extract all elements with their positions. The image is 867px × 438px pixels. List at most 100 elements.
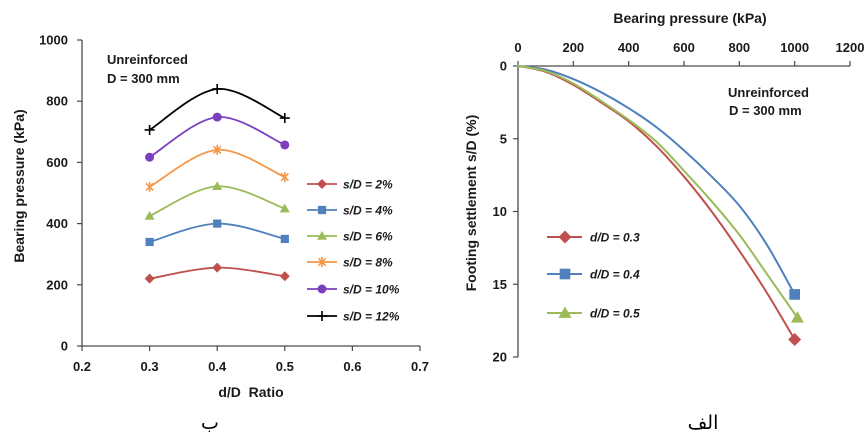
- left-point-s-d-8pct-1: [145, 181, 154, 192]
- left-x-axis-label: d/D Ratio: [218, 384, 283, 400]
- right-point-d-d-0-4-11: [789, 289, 800, 300]
- left-legend-label-s-d-8pct: s/D = 8%: [343, 256, 393, 270]
- left-point-s-d-6pct-2: [212, 181, 223, 191]
- right-series-d-d-0-5: [517, 65, 804, 323]
- right-annotation-diameter: D = 300 mm: [729, 103, 802, 118]
- right-legend-label-d-d-0-4: d/D = 0.4: [590, 268, 640, 282]
- right-series-line-d-d-0-4: [517, 65, 796, 296]
- right-series-line-d-d-0-5: [517, 65, 799, 319]
- left-point-s-d-4pct-3: [280, 234, 289, 243]
- left-legend-item-s-d-6pct: s/D = 6%: [307, 230, 393, 244]
- right-legend-marker-d-d-0-3: [558, 230, 572, 244]
- right-point-d-d-0-3-11: [788, 333, 802, 347]
- left-legend-item-s-d-2pct: s/D = 2%: [307, 178, 393, 192]
- left-x-tick-label-0-6: 0.6: [343, 359, 361, 374]
- left-x-tick-label-0-5: 0.5: [276, 359, 294, 374]
- left-legend-item-s-d-4pct: s/D = 4%: [307, 204, 393, 218]
- left-series-s-d-8pct: [145, 144, 289, 192]
- left-y-tick-label-200: 200: [46, 277, 68, 292]
- left-legend-item-s-d-8pct: s/D = 8%: [307, 256, 393, 270]
- left-chart-panel: Bearing pressure (kPa) d/D Ratio Unreinf…: [11, 33, 429, 435]
- right-y-tick-label-10: 10: [493, 204, 507, 219]
- left-legend-label-s-d-2pct: s/D = 2%: [343, 178, 393, 192]
- left-legend-marker-s-d-8pct: [317, 257, 327, 267]
- left-y-tick-label-1000: 1000: [39, 33, 68, 48]
- left-panel-label: ب: [201, 412, 219, 434]
- right-x-axis-label: Bearing pressure (kPa): [613, 10, 766, 26]
- left-legend-label-s-d-12pct: s/D = 12%: [343, 310, 400, 324]
- right-x-tick-label-0: 0: [514, 40, 521, 55]
- left-y-tick-label-400: 400: [46, 216, 68, 231]
- right-legend-item-d-d-0-3: d/D = 0.3: [547, 230, 640, 245]
- right-annotation-condition: Unreinforced: [728, 85, 809, 100]
- left-point-s-d-10pct-3: [280, 140, 290, 150]
- left-series-s-d-6pct: [144, 181, 290, 220]
- right-plot-area: [517, 65, 804, 347]
- right-x-tick-label-800: 800: [728, 40, 750, 55]
- right-series-d-d-0-3: [517, 65, 802, 347]
- right-chart-panel: Bearing pressure (kPa) Footing settlemen…: [463, 10, 864, 434]
- left-series-s-d-12pct: [144, 83, 290, 135]
- right-x-tick-label-1200: 1200: [836, 40, 865, 55]
- left-axes: 0.2 0.3 0.4 0.5 0.6 0.7 0 200 400 600 800 1000: [39, 33, 429, 375]
- right-x-tick-label-1000: 1000: [780, 40, 809, 55]
- left-point-s-d-6pct-1: [144, 210, 155, 220]
- left-legend-item-s-d-12pct: s/D = 12%: [307, 310, 400, 324]
- right-x-tick-label-400: 400: [618, 40, 640, 55]
- left-point-s-d-10pct-2: [212, 112, 222, 122]
- left-y-axis-label: Bearing pressure (kPa): [11, 109, 27, 262]
- left-point-s-d-4pct-1: [145, 237, 154, 247]
- right-y-tick-label-20: 20: [493, 350, 507, 365]
- left-annotation-diameter: D = 300 mm: [107, 71, 180, 86]
- left-y-tick-label-600: 600: [46, 155, 68, 170]
- left-point-s-d-8pct-2: [213, 144, 222, 155]
- right-point-d-d-0-5-11: [790, 311, 804, 323]
- right-series-line-d-d-0-3: [517, 65, 796, 341]
- left-y-tick-label-800: 800: [46, 94, 68, 109]
- left-legend: s/D = 2% s/D = 4% s/D = 6% s/D = 8% s/D = 10…: [307, 178, 400, 324]
- right-x-tick-label-200: 200: [562, 40, 584, 55]
- left-point-s-d-6pct-3: [279, 203, 290, 213]
- right-axes: 0 200 400 600 800 1000 1200 0 5 10 15 20: [493, 40, 865, 365]
- left-point-s-d-12pct-3: [279, 113, 290, 124]
- right-legend-marker-d-d-0-4: [559, 268, 571, 280]
- left-legend-label-s-d-10pct: s/D = 10%: [343, 283, 400, 297]
- left-legend-marker-s-d-2pct: [317, 179, 327, 189]
- left-legend-item-s-d-10pct: s/D = 10%: [307, 283, 400, 297]
- left-plot-area: [144, 83, 290, 284]
- left-point-s-d-12pct-2: [212, 83, 223, 94]
- left-legend-marker-s-d-10pct: [317, 284, 327, 294]
- left-x-tick-label-0-7: 0.7: [411, 359, 429, 374]
- right-panel-label: الف: [688, 412, 719, 434]
- right-series-d-d-0-4: [517, 65, 800, 300]
- left-point-s-d-12pct-1: [144, 124, 155, 135]
- left-x-tick-label-0-3: 0.3: [141, 359, 159, 374]
- right-x-tick-label-600: 600: [673, 40, 695, 55]
- right-y-tick-label-15: 15: [493, 277, 507, 292]
- left-series-s-d-10pct: [145, 112, 290, 162]
- right-legend-item-d-d-0-4: d/D = 0.4: [547, 268, 640, 282]
- right-legend-marker-d-d-0-5: [558, 306, 572, 318]
- left-legend-label-s-d-4pct: s/D = 4%: [343, 204, 393, 218]
- left-point-s-d-2pct-1: [144, 273, 155, 284]
- left-legend-label-s-d-6pct: s/D = 6%: [343, 230, 393, 244]
- right-legend-label-d-d-0-3: d/D = 0.3: [590, 231, 640, 245]
- right-legend-item-d-d-0-5: d/D = 0.5: [547, 306, 640, 321]
- left-point-s-d-10pct-1: [145, 152, 155, 162]
- left-point-s-d-4pct-2: [213, 219, 222, 228]
- right-y-axis-label: Footing settlement s/D (%): [463, 115, 479, 292]
- left-x-tick-label-0-4: 0.4: [208, 359, 227, 374]
- left-point-s-d-8pct-3: [280, 172, 289, 183]
- right-y-tick-label-5: 5: [500, 131, 507, 146]
- left-legend-marker-s-d-12pct: [317, 311, 327, 321]
- left-point-s-d-2pct-2: [212, 262, 223, 273]
- right-y-tick-label-0: 0: [500, 59, 507, 74]
- left-series-s-d-4pct: [145, 219, 289, 247]
- left-y-tick-label-0: 0: [61, 339, 68, 354]
- right-legend-label-d-d-0-5: d/D = 0.5: [590, 307, 640, 321]
- left-legend-marker-s-d-4pct: [317, 205, 327, 215]
- left-point-s-d-2pct-3: [279, 271, 290, 282]
- left-x-tick-label-0-2: 0.2: [73, 359, 91, 374]
- right-legend: d/D = 0.3 d/D = 0.4 d/D = 0.5: [547, 230, 640, 321]
